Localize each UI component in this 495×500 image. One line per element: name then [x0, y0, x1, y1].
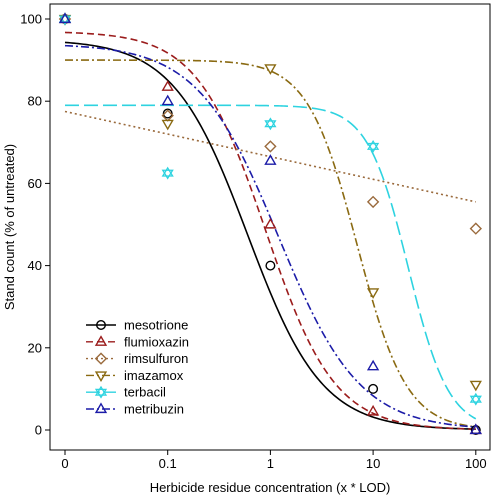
x-tick-label: 100: [465, 456, 487, 471]
data-point-imazamox: [161, 119, 174, 131]
data-point-imazamox: [469, 380, 482, 392]
y-axis-title: Stand count (% of untreated): [2, 144, 17, 310]
data-point-flumioxazin: [264, 217, 277, 229]
data-point-terbacil: [264, 117, 277, 131]
data-point-metribuzin: [469, 423, 482, 435]
data-point-rimsulfuron: [469, 222, 482, 235]
star-half: [161, 169, 174, 180]
plot-frame: [49, 3, 491, 451]
legend-item-mesotrione: mesotrione: [86, 318, 188, 333]
legend-item-flumioxazin: flumioxazin: [86, 334, 189, 349]
data-points: [58, 12, 482, 436]
y-tick-label: 60: [28, 176, 42, 191]
curve-imazamox: [65, 59, 476, 428]
data-point-terbacil: [366, 139, 380, 153]
y-tick-label: 80: [28, 94, 42, 109]
data-point-rimsulfuron: [264, 140, 277, 153]
star-half: [366, 142, 380, 153]
data-point-metribuzin: [58, 12, 72, 24]
y-tick-label: 40: [28, 258, 42, 273]
legend-marker: [95, 320, 106, 331]
star-half: [58, 15, 72, 26]
x-tick-label: 10: [366, 456, 380, 471]
legend-label: rimsulfuron: [124, 351, 188, 366]
legend-item-rimsulfuron: rimsulfuron: [86, 351, 188, 366]
curve-mesotrione: [64, 41, 476, 430]
star-half: [469, 392, 482, 403]
legend-marker: [94, 402, 108, 414]
star-half: [469, 395, 482, 406]
star-half: [94, 385, 108, 396]
legend-label: metribuzin: [124, 402, 184, 417]
legend-item-metribuzin: metribuzin: [86, 402, 184, 417]
star-half: [94, 388, 108, 399]
star-half: [161, 166, 174, 177]
x-tick-label: 0: [61, 456, 68, 471]
y-tick-label: 0: [35, 423, 42, 438]
data-point-flumioxazin: [366, 404, 380, 416]
curve-flumioxazin: [64, 31, 476, 430]
data-point-mesotrione: [265, 260, 276, 271]
data-point-mesotrione: [368, 383, 379, 394]
data-point-imazamox: [366, 288, 380, 299]
x-tick-label: 1: [267, 456, 274, 471]
data-point-flumioxazin: [161, 80, 174, 91]
legend-marker: [94, 335, 108, 346]
legend-label: flumioxazin: [124, 334, 189, 349]
legend-label: terbacil: [124, 385, 166, 400]
x-axis: 0 0.1 1 10 100: [61, 450, 487, 471]
data-point-terbacil: [469, 392, 482, 406]
data-point-rimsulfuron: [366, 195, 380, 209]
data-point-mesotrione: [162, 108, 173, 119]
plot-border: [49, 3, 491, 451]
legend-item-terbacil: terbacil: [86, 385, 166, 400]
star-half: [264, 120, 277, 131]
y-tick-label: 20: [28, 340, 42, 355]
legend-label: mesotrione: [124, 318, 188, 333]
y-axis: 0 20 40 60 80 100: [20, 12, 50, 438]
data-point-terbacil: [161, 166, 174, 180]
legend-label: imazamox: [124, 368, 184, 383]
curve-terbacil: [65, 104, 477, 420]
legend-marker: [94, 371, 108, 383]
data-point-metribuzin: [264, 154, 277, 165]
star-half: [264, 117, 277, 128]
legend-marker: [94, 385, 108, 399]
x-tick-label: 0.1: [159, 456, 177, 471]
curve-metribuzin: [64, 44, 476, 428]
legend-marker: [94, 352, 108, 365]
data-point-metribuzin: [161, 94, 174, 106]
data-point-imazamox: [264, 64, 277, 75]
data-point-metribuzin: [366, 359, 380, 371]
y-tick-label: 100: [20, 12, 42, 27]
legend-item-imazamox: imazamox: [86, 368, 184, 383]
star-half: [366, 139, 380, 150]
x-axis-title: Herbicide residue concentration (x * LOD…: [150, 480, 391, 495]
